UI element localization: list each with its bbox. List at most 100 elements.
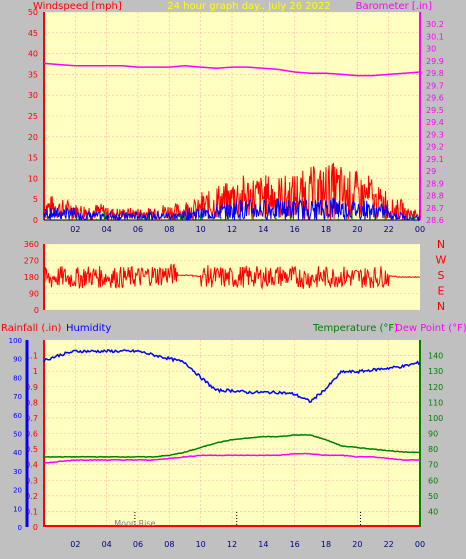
temperature-y-tick-label: 110 [428, 398, 443, 407]
wind-average-series [43, 197, 421, 222]
lower-x-tick-label: 18 [321, 540, 331, 549]
direction-y-tick-label: 360 [24, 240, 39, 249]
direction-label-4: N [437, 300, 445, 313]
barometer-y-tick-label: 29.4 [426, 118, 444, 127]
rain-y-tick-label: 0.7 [25, 414, 38, 423]
humidity-y-tick-label: 0 [18, 524, 22, 532]
rain-y-tick-label: 0.4 [25, 461, 38, 470]
wind-y-tick-label: 0 [33, 216, 38, 225]
lower-x-tick-label: 22 [384, 540, 394, 549]
direction-label-2: S [438, 269, 445, 282]
rain-y-tick-label: 0.6 [25, 430, 38, 439]
direction-y-tick-label: 0 [34, 306, 39, 315]
direction-label-1: W [436, 254, 447, 267]
lower-x-tick-label: 12 [227, 540, 237, 549]
rain-y-tick-label: 0.2 [25, 492, 38, 501]
temperature-y-tick-label: 130 [428, 367, 443, 376]
barometer-y-tick-label: 30 [426, 45, 436, 54]
wind-x-tick-label: 06 [133, 225, 143, 234]
lower-x-tick-label: 10 [196, 540, 206, 549]
barometer-y-tick-label: 29.9 [426, 57, 444, 66]
rain-y-tick-label: 0 [33, 523, 38, 532]
humidity-axis-title: Humidity [66, 323, 111, 334]
lower-x-tick-label: 08 [164, 540, 174, 549]
lower-x-tick-label: 20 [352, 540, 362, 549]
rain-y-tick-label: 0.3 [25, 476, 38, 485]
barometer-y-tick-label: 28.9 [426, 179, 444, 188]
wind-y-tick-label: 50 [28, 8, 38, 17]
dewpoint-axis-title: Dew Point (°F) [395, 323, 466, 334]
humidity-y-tick-label: 80 [13, 374, 22, 382]
graph-title: 24 hour graph day.. July 26 2022 [167, 1, 330, 12]
wind-x-tick-label: 08 [164, 225, 174, 234]
barometer-y-tick-label: 28.7 [426, 204, 444, 213]
wind-x-tick-label: 14 [258, 225, 268, 234]
wind-x-tick-label: 12 [227, 225, 237, 234]
temperature-series [43, 434, 421, 459]
temperature-y-tick-label: 100 [428, 414, 443, 423]
wind-x-tick-label: 18 [321, 225, 331, 234]
temperature-y-tick-label: 50 [428, 492, 438, 501]
barometer-axis-title: Barometer [.in] [356, 1, 432, 12]
humidity-y-tick-label: 90 [13, 356, 22, 364]
barometer-y-tick-label: 29.6 [426, 94, 444, 103]
direction-label-3: E [438, 285, 445, 298]
rain-y-tick-label: 0.8 [25, 398, 38, 407]
temperature-y-tick-label: 70 [428, 461, 438, 470]
temperature-y-tick-label: 90 [428, 430, 438, 439]
direction-y-tick-label: 90 [29, 290, 39, 299]
barometer-y-tick-label: 29.3 [426, 130, 444, 139]
windspeed-axis-title: Windspeed [mph] [33, 1, 122, 12]
wind-y-tick-label: 5 [33, 195, 38, 204]
barometer-y-tick-label: 29.1 [426, 155, 444, 164]
wind-x-tick-label: 00 [415, 225, 425, 234]
barometer-y-tick-label: 29.5 [426, 106, 444, 115]
humidity-y-tick-label: 10 [13, 505, 22, 513]
lower-x-tick-label: 06 [133, 540, 143, 549]
wind-y-tick-label: 10 [28, 174, 38, 183]
barometer-y-tick-label: 29 [426, 167, 436, 176]
wind-x-tick-label: 02 [70, 225, 80, 234]
wind-x-tick-label: 10 [196, 225, 206, 234]
temperature-y-tick-label: 80 [428, 445, 438, 454]
lower-x-tick-label: 04 [102, 540, 112, 549]
direction-series [43, 263, 421, 290]
barometer-y-tick-label: 28.8 [426, 192, 444, 201]
humidity-y-tick-label: 20 [13, 487, 22, 495]
wind-y-tick-label: 40 [28, 50, 38, 59]
rain-y-tick-label: 0.5 [25, 445, 38, 454]
wind-y-tick-label: 25 [28, 112, 38, 121]
wind-y-tick-label: 30 [28, 91, 38, 100]
direction-label-0: N [437, 238, 445, 251]
rain-y-tick-label: 0.1 [25, 507, 38, 516]
wind-x-tick-label: 20 [352, 225, 362, 234]
humidity-y-tick-label: 70 [13, 393, 22, 401]
wind-y-tick-label: 20 [28, 133, 38, 142]
humidity-y-tick-label: 100 [9, 337, 22, 345]
wind-y-tick-label: 35 [28, 70, 38, 79]
humidity-y-tick-label: 40 [13, 449, 22, 457]
lower-x-tick-label: 16 [290, 540, 300, 549]
barometer-y-tick-label: 30.2 [426, 20, 444, 29]
barometer-y-tick-label: 30.1 [426, 32, 444, 41]
temperature-y-tick-label: 140 [428, 352, 443, 361]
temperature-y-tick-label: 40 [428, 507, 438, 516]
direction-y-tick-label: 180 [24, 273, 39, 282]
wind-x-tick-label: 16 [290, 225, 300, 234]
rain-y-tick-label: 0.9 [25, 383, 38, 392]
wind-x-tick-label: 22 [384, 225, 394, 234]
wind-x-tick-label: 04 [102, 225, 112, 234]
humidity-y-tick-label: 30 [13, 468, 22, 476]
lower-x-tick-label: 00 [415, 540, 425, 549]
lower-x-tick-label: 02 [70, 540, 80, 549]
direction-y-tick-label: 270 [24, 257, 39, 266]
barometer-series [43, 62, 421, 77]
rain-y-tick-label: 1 [33, 367, 38, 376]
barometer-y-tick-label: 28.6 [426, 216, 444, 225]
barometer-y-tick-label: 29.8 [426, 69, 444, 78]
wind-y-tick-label: 15 [28, 154, 38, 163]
rain-y-tick-label: 1.1 [25, 352, 38, 361]
